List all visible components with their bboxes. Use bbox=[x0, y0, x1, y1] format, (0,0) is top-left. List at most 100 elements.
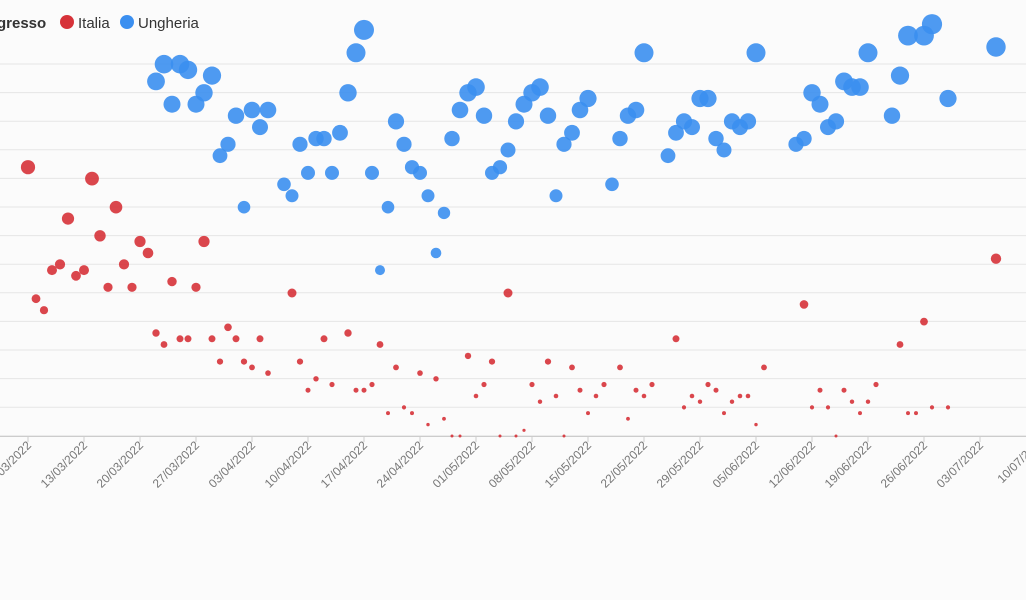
point-italia[interactable] bbox=[945, 405, 951, 410]
point-italia[interactable] bbox=[216, 358, 224, 365]
point-ungheria[interactable] bbox=[346, 43, 366, 63]
point-ungheria[interactable] bbox=[539, 107, 557, 124]
point-ungheria[interactable] bbox=[220, 136, 236, 152]
point-ungheria[interactable] bbox=[627, 101, 645, 119]
point-italia[interactable] bbox=[249, 364, 255, 371]
point-ungheria[interactable] bbox=[467, 78, 485, 96]
point-italia[interactable] bbox=[529, 381, 535, 388]
point-italia[interactable] bbox=[31, 294, 41, 304]
point-italia[interactable] bbox=[834, 434, 838, 438]
point-italia[interactable] bbox=[458, 434, 462, 438]
point-italia[interactable] bbox=[929, 405, 935, 410]
point-italia[interactable] bbox=[417, 370, 423, 376]
point-italia[interactable] bbox=[71, 270, 81, 281]
point-italia[interactable] bbox=[809, 405, 815, 410]
point-ungheria[interactable] bbox=[579, 89, 597, 108]
point-ungheria[interactable] bbox=[354, 19, 374, 40]
point-ungheria[interactable] bbox=[564, 124, 580, 141]
point-italia[interactable] bbox=[649, 381, 655, 388]
point-italia[interactable] bbox=[109, 200, 123, 214]
point-italia[interactable] bbox=[841, 387, 847, 393]
point-italia[interactable] bbox=[313, 376, 319, 382]
point-italia[interactable] bbox=[376, 341, 384, 348]
point-italia[interactable] bbox=[681, 405, 687, 410]
point-italia[interactable] bbox=[473, 393, 479, 399]
point-italia[interactable] bbox=[442, 416, 446, 421]
point-italia[interactable] bbox=[745, 393, 751, 399]
point-italia[interactable] bbox=[569, 364, 575, 371]
point-italia[interactable] bbox=[553, 393, 559, 399]
point-italia[interactable] bbox=[103, 282, 113, 292]
point-italia[interactable] bbox=[593, 393, 599, 399]
point-ungheria[interactable] bbox=[746, 43, 766, 63]
point-ungheria[interactable] bbox=[451, 101, 469, 119]
point-italia[interactable] bbox=[544, 358, 552, 365]
point-italia[interactable] bbox=[825, 405, 831, 410]
point-italia[interactable] bbox=[586, 411, 590, 416]
point-ungheria[interactable] bbox=[492, 160, 508, 175]
point-italia[interactable] bbox=[713, 387, 719, 393]
point-ungheria[interactable] bbox=[396, 136, 412, 152]
point-italia[interactable] bbox=[488, 358, 496, 365]
point-ungheria[interactable] bbox=[883, 107, 901, 124]
point-ungheria[interactable] bbox=[531, 78, 549, 96]
point-italia[interactable] bbox=[896, 341, 904, 348]
point-ungheria[interactable] bbox=[986, 37, 1006, 57]
point-ungheria[interactable] bbox=[332, 124, 348, 141]
point-italia[interactable] bbox=[503, 288, 513, 298]
point-ungheria[interactable] bbox=[549, 189, 563, 203]
point-ungheria[interactable] bbox=[277, 177, 291, 192]
point-italia[interactable] bbox=[729, 399, 735, 404]
point-italia[interactable] bbox=[208, 335, 216, 343]
point-ungheria[interactable] bbox=[827, 113, 845, 130]
point-ungheria[interactable] bbox=[858, 43, 878, 63]
point-italia[interactable] bbox=[240, 358, 248, 365]
legend[interactable]: gresso Italia Ungheria bbox=[0, 15, 200, 32]
point-italia[interactable] bbox=[858, 411, 862, 416]
point-italia[interactable] bbox=[184, 335, 192, 343]
point-italia[interactable] bbox=[20, 160, 36, 175]
point-italia[interactable] bbox=[320, 335, 328, 343]
point-ungheria[interactable] bbox=[612, 130, 628, 147]
point-italia[interactable] bbox=[433, 376, 439, 382]
point-italia[interactable] bbox=[601, 381, 607, 388]
point-italia[interactable] bbox=[641, 393, 647, 399]
point-italia[interactable] bbox=[873, 381, 879, 388]
point-italia[interactable] bbox=[537, 399, 543, 404]
point-italia[interactable] bbox=[722, 411, 726, 416]
point-ungheria[interactable] bbox=[301, 165, 315, 180]
point-italia[interactable] bbox=[498, 434, 502, 438]
point-italia[interactable] bbox=[232, 335, 240, 343]
point-italia[interactable] bbox=[344, 329, 352, 337]
point-ungheria[interactable] bbox=[430, 247, 442, 259]
point-italia[interactable] bbox=[39, 306, 49, 315]
point-italia[interactable] bbox=[127, 282, 137, 292]
point-ungheria[interactable] bbox=[605, 177, 619, 192]
point-italia[interactable] bbox=[817, 387, 823, 393]
point-italia[interactable] bbox=[410, 411, 414, 416]
point-italia[interactable] bbox=[481, 381, 487, 388]
point-italia[interactable] bbox=[61, 212, 75, 225]
point-ungheria[interactable] bbox=[444, 130, 460, 147]
point-italia[interactable] bbox=[198, 235, 210, 248]
point-ungheria[interactable] bbox=[195, 84, 213, 102]
point-italia[interactable] bbox=[737, 393, 743, 399]
point-italia[interactable] bbox=[426, 422, 430, 427]
point-italia[interactable] bbox=[906, 411, 910, 416]
point-italia[interactable] bbox=[865, 399, 871, 404]
point-ungheria[interactable] bbox=[739, 113, 757, 130]
point-italia[interactable] bbox=[361, 387, 367, 393]
point-italia[interactable] bbox=[47, 265, 57, 276]
point-italia[interactable] bbox=[464, 352, 472, 360]
point-italia[interactable] bbox=[224, 323, 232, 332]
point-ungheria[interactable] bbox=[381, 200, 395, 214]
point-italia[interactable] bbox=[617, 364, 623, 371]
point-ungheria[interactable] bbox=[285, 189, 299, 203]
legend-item-italia[interactable]: Italia bbox=[60, 15, 110, 32]
point-italia[interactable] bbox=[167, 276, 177, 287]
point-italia[interactable] bbox=[920, 317, 928, 326]
point-ungheria[interactable] bbox=[243, 101, 261, 119]
point-italia[interactable] bbox=[514, 434, 518, 438]
point-ungheria[interactable] bbox=[252, 119, 268, 136]
point-italia[interactable] bbox=[393, 364, 399, 371]
